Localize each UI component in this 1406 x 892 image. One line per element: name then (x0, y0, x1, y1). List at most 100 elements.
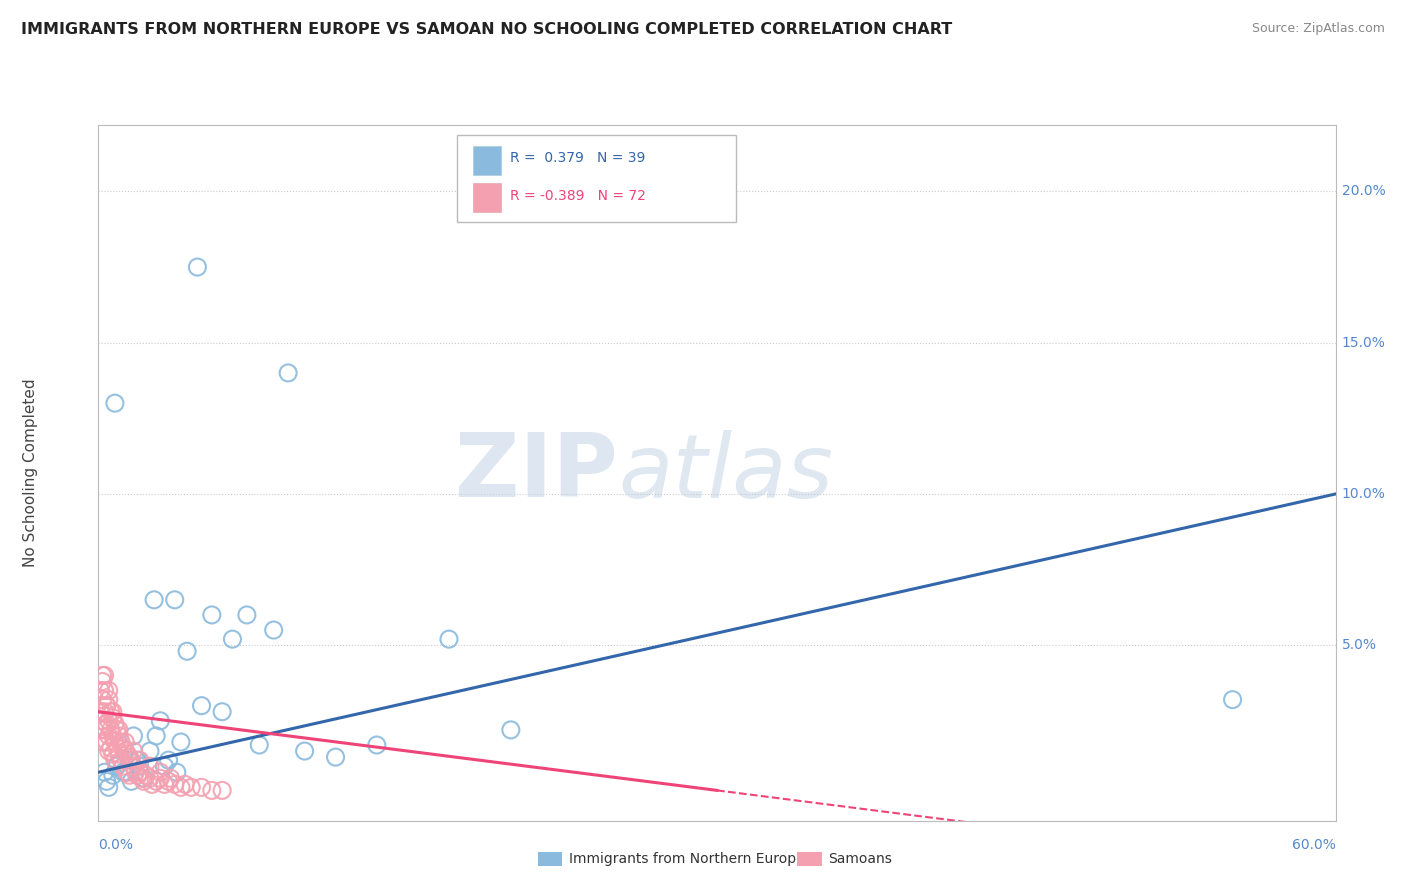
Point (128, 759, 150, 773)
Point (211, 705, 233, 719)
Point (211, 783, 233, 797)
Point (325, 750, 347, 764)
Point (122, 759, 145, 773)
Point (149, 765, 172, 780)
Text: 20.0%: 20.0% (1341, 185, 1386, 198)
Point (101, 747, 124, 761)
Text: ZIP: ZIP (456, 429, 619, 516)
Point (97, 714, 120, 728)
Point (499, 723, 522, 737)
Point (105, 741, 128, 756)
Point (170, 780, 193, 795)
Text: No Schooling Completed: No Schooling Completed (22, 378, 38, 567)
Point (114, 744, 136, 758)
Point (117, 747, 139, 761)
Point (112, 765, 135, 780)
Text: R = -0.389   N = 72: R = -0.389 N = 72 (510, 188, 647, 202)
Point (120, 774, 142, 789)
Point (114, 765, 136, 780)
Point (96, 698, 118, 713)
Bar (474, 145, 501, 175)
Point (236, 607, 259, 622)
Point (153, 759, 176, 773)
Point (97, 780, 120, 795)
Point (127, 753, 149, 767)
Point (128, 765, 150, 780)
Point (108, 747, 131, 761)
Text: 15.0%: 15.0% (1341, 335, 1386, 350)
Point (93, 723, 115, 737)
Point (89, 683, 111, 698)
Bar (474, 183, 501, 212)
Point (118, 753, 141, 767)
Point (100, 723, 122, 737)
Point (132, 772, 155, 786)
Point (101, 768, 124, 782)
Point (174, 777, 197, 791)
Text: 0.0%: 0.0% (98, 838, 134, 852)
Bar (797, 852, 823, 866)
Point (170, 735, 193, 749)
Text: atlas: atlas (619, 430, 832, 516)
Point (149, 714, 172, 728)
Point (91, 668, 114, 682)
Point (93, 683, 115, 698)
Point (141, 777, 163, 791)
Point (97, 683, 120, 698)
Point (97, 744, 120, 758)
Point (201, 607, 224, 622)
Point (124, 765, 146, 780)
Point (139, 744, 162, 758)
Text: Source: ZipAtlas.com: Source: ZipAtlas.com (1251, 22, 1385, 36)
Point (247, 738, 270, 752)
Point (105, 723, 128, 737)
Point (186, 260, 208, 274)
Point (135, 768, 157, 782)
Point (221, 632, 243, 647)
FancyBboxPatch shape (457, 136, 735, 222)
Point (110, 753, 132, 767)
Text: Samoans: Samoans (828, 852, 893, 866)
Point (96, 698, 118, 713)
Point (91, 714, 114, 728)
Point (157, 753, 180, 767)
Point (96, 735, 118, 749)
Point (128, 753, 150, 767)
Point (294, 744, 316, 758)
Point (112, 759, 135, 773)
Point (176, 644, 198, 658)
Bar (537, 852, 562, 866)
Point (117, 765, 139, 780)
Point (120, 753, 142, 767)
Point (112, 741, 135, 756)
Point (101, 711, 124, 725)
Point (1222, 692, 1244, 706)
Point (91, 692, 114, 706)
Point (104, 716, 127, 731)
Point (122, 744, 145, 758)
Text: 10.0%: 10.0% (1341, 487, 1386, 501)
Point (145, 774, 167, 789)
Point (101, 729, 124, 743)
Point (263, 623, 285, 637)
Point (277, 366, 299, 380)
Text: 60.0%: 60.0% (1292, 838, 1336, 852)
Point (153, 777, 176, 791)
Point (118, 750, 141, 764)
Point (100, 705, 122, 719)
Point (366, 738, 388, 752)
Text: IMMIGRANTS FROM NORTHERN EUROPE VS SAMOAN NO SCHOOLING COMPLETED CORRELATION CHA: IMMIGRANTS FROM NORTHERN EUROPE VS SAMOA… (21, 22, 952, 37)
Text: 5.0%: 5.0% (1341, 638, 1376, 652)
Point (143, 592, 166, 607)
Point (104, 735, 127, 749)
Point (96, 774, 118, 789)
Point (157, 774, 180, 789)
Point (108, 729, 131, 743)
Point (89, 705, 111, 719)
Point (93, 765, 115, 780)
Point (114, 735, 136, 749)
Point (180, 780, 202, 795)
Point (104, 753, 127, 767)
Point (166, 765, 188, 780)
Point (97, 729, 120, 743)
